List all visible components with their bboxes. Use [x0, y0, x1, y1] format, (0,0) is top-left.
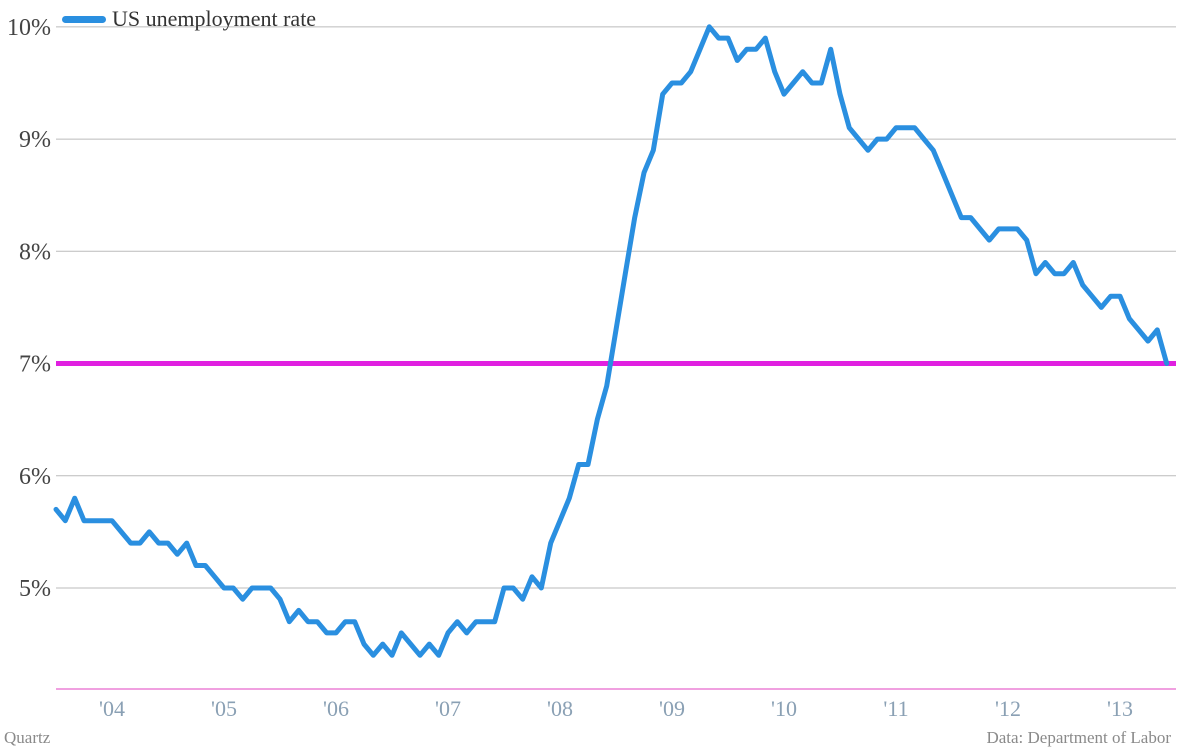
legend-label: US unemployment rate	[112, 6, 317, 31]
x-tick-label: '12	[995, 696, 1021, 721]
x-axis-ticks: '04 '05 '06 '07 '08 '09 '10 '11 '12 '13	[99, 696, 1133, 721]
y-tick-label: 10%	[7, 15, 51, 41]
x-tick-label: '10	[771, 696, 797, 721]
y-tick-label: 7%	[19, 352, 51, 378]
x-tick-label: '11	[883, 696, 908, 721]
x-tick-label: '09	[659, 696, 685, 721]
y-axis-ticks: 5% 6% 7% 8% 9% 10%	[7, 15, 51, 602]
x-tick-label: '13	[1107, 696, 1133, 721]
y-tick-label: 9%	[19, 127, 51, 153]
x-tick-label: '05	[211, 696, 237, 721]
unemployment-series-line	[53, 24, 1170, 658]
x-tick-label: '08	[547, 696, 573, 721]
x-tick-label: '06	[323, 696, 349, 721]
legend: US unemployment rate	[62, 6, 316, 32]
y-tick-label: 5%	[19, 576, 51, 602]
y-tick-label: 6%	[19, 464, 51, 490]
source-credit: Quartz	[4, 728, 51, 747]
legend-swatch	[62, 15, 106, 23]
y-tick-label: 8%	[19, 239, 51, 265]
gridlines	[56, 26, 1176, 589]
x-tick-label: '07	[435, 696, 461, 721]
data-source: Data: Department of Labor	[986, 728, 1171, 747]
x-tick-label: '04	[99, 696, 125, 721]
